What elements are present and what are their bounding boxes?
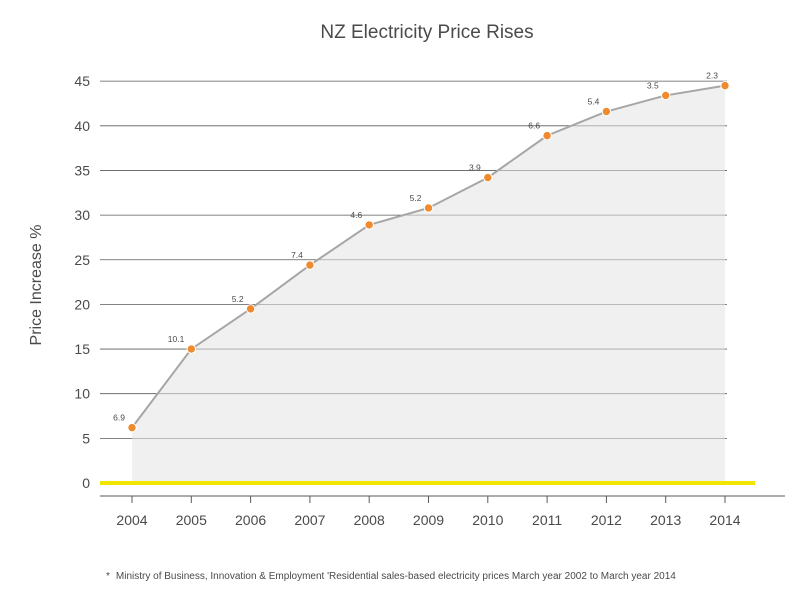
x-tick-label-2014: 2014 (709, 512, 740, 528)
x-tick-label-2005: 2005 (176, 512, 207, 528)
y-tick-label-45: 45 (74, 73, 90, 89)
data-label-2008: 4.6 (350, 210, 362, 220)
data-point-2006 (245, 304, 256, 314)
footnote: * Ministry of Business, Innovation & Empl… (106, 571, 676, 582)
x-tick-label-2010: 2010 (472, 512, 503, 528)
data-point-2014 (720, 80, 730, 91)
data-point-2007 (305, 260, 315, 270)
y-tick-label-20: 20 (74, 296, 90, 312)
data-label-2006: 5.2 (232, 294, 244, 304)
footnote-mark: * (106, 571, 110, 582)
data-label-2013: 3.5 (647, 80, 659, 90)
y-tick-label-5: 5 (82, 430, 90, 446)
y-tick-label-15: 15 (74, 341, 90, 357)
data-point-2005 (186, 344, 197, 354)
data-point-2010 (483, 172, 493, 183)
y-tick-label-30: 30 (74, 207, 90, 223)
x-tick-label-2011: 2011 (532, 512, 562, 528)
area-fill (132, 85, 725, 484)
data-point-2013 (661, 90, 671, 101)
data-label-2014: 2.3 (706, 71, 718, 81)
y-tick-label-35: 35 (74, 162, 90, 178)
x-tick-label-2007: 2007 (294, 512, 325, 528)
y-tick-label-0: 0 (82, 475, 90, 491)
data-point-2008 (364, 220, 374, 230)
y-axis-label: Price Increase % (28, 224, 45, 346)
data-label-2007: 7.4 (291, 250, 303, 260)
y-tick-label-25: 25 (74, 252, 90, 268)
y-tick-labels: 0 5 10 15 20 25 30 35 40 45 (74, 73, 90, 491)
x-tick-label-2008: 2008 (354, 512, 385, 528)
data-label-2010: 3.9 (469, 163, 481, 173)
chart-title: NZ Electricity Price Rises (320, 22, 534, 43)
data-point-2004 (127, 422, 137, 433)
y-tick-label-10: 10 (74, 386, 90, 402)
data-label-2009: 5.2 (410, 193, 422, 203)
data-point-2012 (601, 106, 612, 117)
data-labels: 6.9 10.1 5.2 7.4 4.6 5.2 3.9 6.6 5.4 3.5 2.3 (113, 71, 718, 423)
data-point-2011 (542, 130, 552, 141)
x-tick-label-2013: 2013 (650, 512, 681, 528)
data-label-2005: 10.1 (168, 334, 185, 344)
data-points (127, 80, 730, 433)
x-tick-labels: 2004 2005 2006 2007 2008 2009 2010 2011 2012 2013… (116, 496, 741, 528)
data-label-2012: 5.4 (588, 97, 600, 107)
footnote-text: Ministry of Business, Innovation & Emplo… (115, 571, 676, 582)
x-tick-label-2004: 2004 (116, 512, 147, 528)
data-label-2004: 6.9 (113, 413, 125, 423)
data-label-2011: 6.6 (528, 121, 540, 131)
y-tick-label-40: 40 (74, 118, 90, 134)
x-tick-label-2012: 2012 (591, 512, 622, 528)
x-tick-label-2009: 2009 (413, 512, 444, 528)
data-point-2009 (423, 203, 434, 213)
x-tick-label-2006: 2006 (235, 512, 266, 528)
